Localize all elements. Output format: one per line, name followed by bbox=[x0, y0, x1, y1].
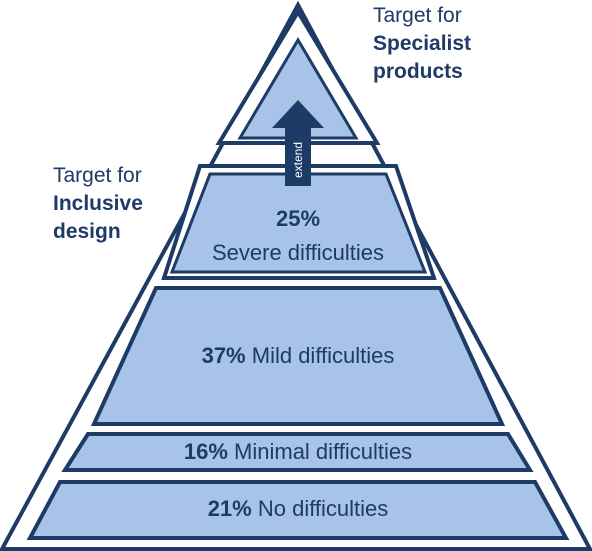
minimal-description: Minimal difficulties bbox=[234, 439, 412, 464]
mild-percent: 37% bbox=[202, 343, 246, 368]
no-difficulties-percent: 21% bbox=[208, 496, 252, 521]
minimal-label: 16% Minimal difficulties bbox=[184, 439, 412, 464]
severe-percent: 25% bbox=[276, 206, 320, 231]
inclusive-label-line3: design bbox=[53, 220, 121, 243]
severe-description: Severe difficulties bbox=[212, 240, 384, 265]
specialist-label-line1: Target for bbox=[373, 4, 462, 27]
specialist-label-line3: products bbox=[373, 60, 463, 83]
mild-label: 37% Mild difficulties bbox=[202, 343, 395, 368]
extend-arrow-label: extend bbox=[291, 142, 305, 178]
no-difficulties-description: No difficulties bbox=[258, 496, 388, 521]
inclusive-label-line2: Inclusive bbox=[53, 192, 143, 215]
specialist-label-line2: Specialist bbox=[373, 32, 471, 55]
minimal-percent: 16% bbox=[184, 439, 228, 464]
mild-description: Mild difficulties bbox=[252, 343, 395, 368]
no-difficulties-label: 21% No difficulties bbox=[208, 496, 389, 521]
inclusive-label-line1: Target for bbox=[53, 164, 142, 187]
